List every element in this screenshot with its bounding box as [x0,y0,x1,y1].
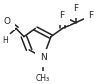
Text: F: F [73,4,79,13]
Text: N: N [40,53,46,62]
Text: O: O [3,17,10,26]
Text: O: O [59,12,66,21]
Text: F: F [88,11,94,20]
Text: F: F [59,11,64,20]
Text: H: H [3,36,8,45]
Text: CH₃: CH₃ [36,74,50,83]
